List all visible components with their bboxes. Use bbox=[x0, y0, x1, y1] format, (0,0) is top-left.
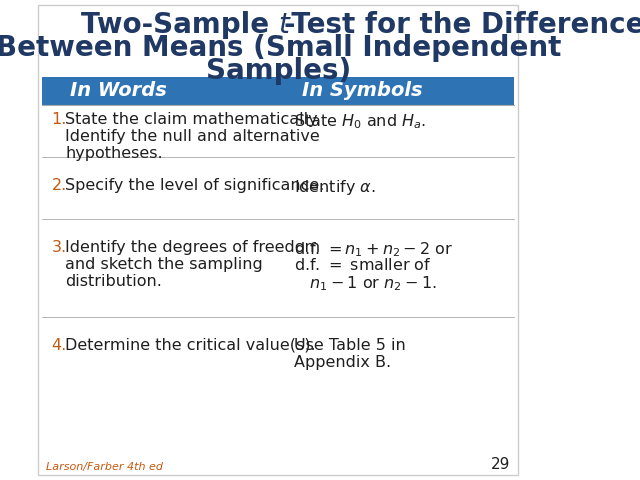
Text: Identify the null and alternative: Identify the null and alternative bbox=[65, 129, 320, 144]
Text: State $H_0$ and $H_a$.: State $H_0$ and $H_a$. bbox=[294, 112, 426, 131]
Text: distribution.: distribution. bbox=[65, 274, 162, 289]
Text: 1.: 1. bbox=[51, 112, 67, 127]
Text: and sketch the sampling: and sketch the sampling bbox=[65, 257, 263, 272]
Text: State the claim mathematically.: State the claim mathematically. bbox=[65, 112, 321, 127]
Text: Between Means (Small Independent: Between Means (Small Independent bbox=[0, 34, 561, 62]
Text: Samples): Samples) bbox=[205, 57, 351, 85]
Text: In Words: In Words bbox=[70, 82, 167, 100]
Text: 4.: 4. bbox=[51, 338, 67, 353]
Text: Two-Sample: Two-Sample bbox=[81, 11, 278, 39]
Text: Appendix B.: Appendix B. bbox=[294, 355, 391, 370]
Text: d.f. $=$ smaller of: d.f. $=$ smaller of bbox=[294, 257, 431, 273]
Text: Use Table 5 in: Use Table 5 in bbox=[294, 338, 405, 353]
Text: Specify the level of significance.: Specify the level of significance. bbox=[65, 178, 324, 193]
Text: In Symbols: In Symbols bbox=[302, 82, 422, 100]
Text: -Test for the Difference: -Test for the Difference bbox=[284, 11, 640, 39]
Text: $\quad n_1 - 1$ or $n_2 - 1$.: $\quad n_1 - 1$ or $n_2 - 1$. bbox=[294, 274, 436, 293]
Text: 3.: 3. bbox=[51, 240, 67, 255]
Text: hypotheses.: hypotheses. bbox=[65, 146, 163, 161]
Text: Identify $\alpha$.: Identify $\alpha$. bbox=[294, 178, 375, 197]
Text: $t$: $t$ bbox=[278, 11, 292, 39]
Text: Identify the degrees of freedom: Identify the degrees of freedom bbox=[65, 240, 320, 255]
Text: d.f. $= n_1 + n_2 - 2$ or: d.f. $= n_1 + n_2 - 2$ or bbox=[294, 240, 452, 259]
Text: 29: 29 bbox=[492, 457, 511, 472]
Text: Determine the critical value(s).: Determine the critical value(s). bbox=[65, 338, 316, 353]
FancyBboxPatch shape bbox=[42, 77, 515, 105]
Text: Larson/Farber 4th ed: Larson/Farber 4th ed bbox=[46, 462, 163, 472]
Text: 2.: 2. bbox=[51, 178, 67, 193]
